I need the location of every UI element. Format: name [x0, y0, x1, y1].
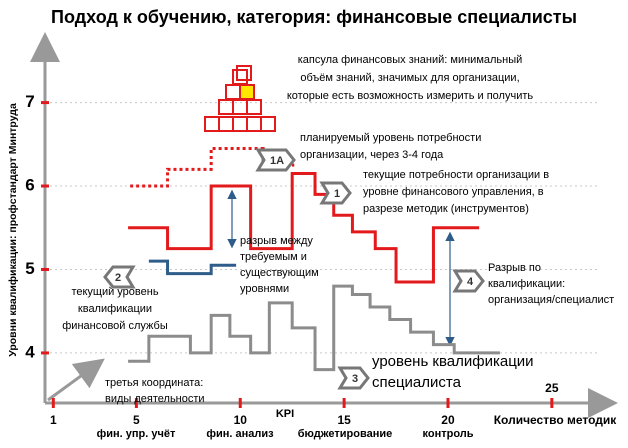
badge-shape — [255, 148, 296, 172]
step-line — [130, 146, 295, 188]
annotation: существующим — [240, 267, 319, 279]
annotation: квалификации: — [488, 278, 565, 290]
activity-label: фин. упр. учёт — [97, 428, 176, 440]
knowledge-capsule — [204, 65, 276, 132]
step-line — [148, 259, 237, 276]
x-tick-label: 25 — [545, 381, 559, 395]
annotation: уровень квалификации — [372, 353, 534, 370]
annotation: виды деятельности — [105, 393, 205, 405]
third-axis — [47, 358, 105, 402]
annotation: требуемым и — [240, 251, 307, 263]
x-axis-label: Количество методик — [494, 413, 618, 427]
annotation: разрезе методик (инструментов) — [363, 203, 529, 215]
activity-label: контроль — [422, 428, 473, 440]
badge-shape — [337, 366, 370, 390]
badge: 1А — [255, 148, 296, 172]
badge-label: 3 — [352, 373, 358, 385]
annotation: разрыв между — [240, 235, 313, 247]
annotation: которые есть возможность измерить и полу… — [287, 90, 533, 102]
x-tick-label: 20 — [441, 413, 455, 427]
activity-label: фин. анализ — [206, 428, 274, 440]
activity-label: бюджетирование — [298, 428, 393, 440]
x-tick-label: 15 — [337, 413, 351, 427]
badge-shape — [103, 265, 136, 289]
annotation: объём знаний, значимых для организации, — [300, 72, 519, 84]
x-tick-label: 5 — [133, 413, 140, 427]
annotation: уровне финансового управления, в — [363, 186, 544, 198]
badge: 3 — [337, 366, 370, 390]
step-line — [128, 284, 500, 372]
badge: 2 — [103, 265, 136, 289]
chart-title: Подход к обучению, категория: финансовые… — [51, 7, 577, 27]
annotation: квалификации — [78, 303, 152, 315]
badge: 1 — [319, 181, 352, 205]
annotation: организации, через 3-4 года — [300, 149, 444, 161]
step-line — [128, 172, 480, 284]
annotation: третья координата: — [105, 377, 203, 389]
annotation: Разрыв по — [488, 262, 541, 274]
annotation: финансовой службы — [62, 320, 168, 332]
activity-label: KPI — [276, 408, 294, 420]
annotation: планируемый уровень потребности — [300, 132, 481, 144]
annotation: специалиста — [372, 374, 462, 391]
badge: 4 — [452, 269, 485, 293]
badge-label: 1 — [334, 188, 340, 200]
badge-shape — [319, 181, 352, 205]
annotation: уровнями — [240, 283, 289, 295]
axes — [30, 32, 618, 418]
badge-label: 2 — [115, 272, 121, 284]
annotation: текущие потребности организации в — [363, 169, 549, 181]
y-axis-label: Уровни квалификации: профстандарт Минтру… — [7, 103, 19, 357]
annotation: капсула финансовых знаний: минимальный — [298, 54, 523, 66]
y-tick-label: 5 — [25, 259, 34, 278]
x-tick-label: 10 — [234, 413, 248, 427]
annotation: текущий уровень — [71, 286, 158, 298]
y-tick-label: 4 — [25, 342, 35, 361]
x-tick-label: 1 — [50, 413, 57, 427]
y-tick-label: 6 — [25, 176, 34, 195]
y-tick-label: 7 — [25, 92, 34, 111]
badge-label: 1А — [270, 155, 284, 167]
annotation: организация/специалист — [488, 294, 614, 306]
badge-shape — [452, 269, 485, 293]
badge-label: 4 — [467, 276, 474, 288]
